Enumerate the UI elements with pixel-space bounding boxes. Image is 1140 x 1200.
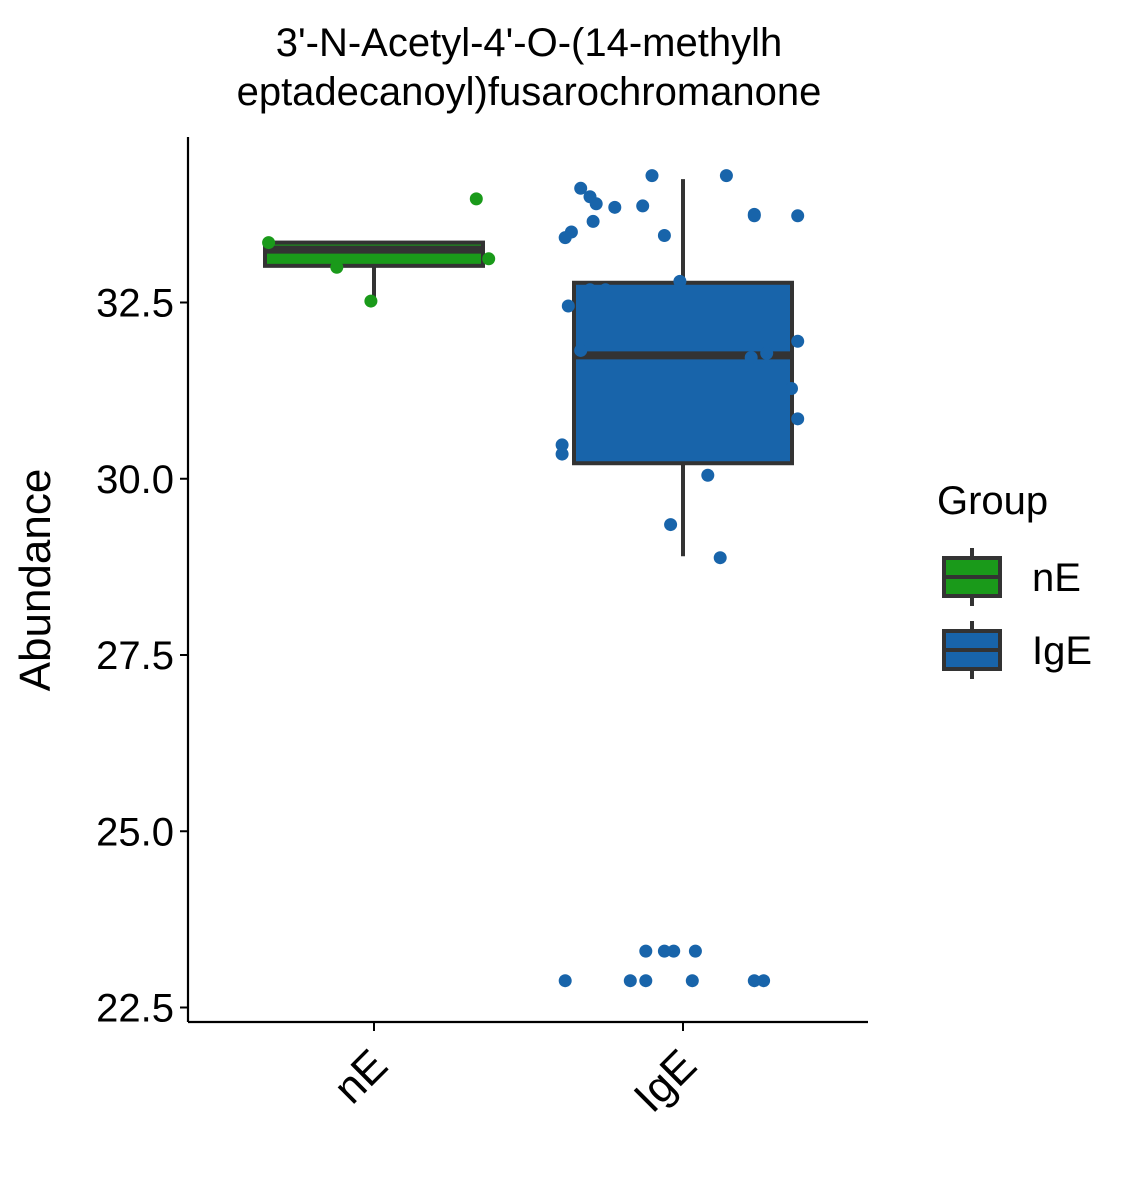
y-axis-label: Abundance <box>11 469 60 692</box>
data-point-IgE <box>747 209 761 223</box>
data-point-IgE <box>608 200 622 214</box>
data-point-IgE <box>558 231 572 245</box>
box-layer <box>263 179 794 557</box>
data-point-IgE <box>688 944 702 958</box>
data-point-IgE <box>574 343 588 357</box>
data-point-nE <box>469 192 483 206</box>
chart-title-line-2: eptadecanoyl)fusarochromanone <box>237 70 822 114</box>
data-point-IgE <box>673 274 687 288</box>
data-point-IgE <box>599 283 612 297</box>
legend-item-nE: nE <box>942 548 1081 606</box>
y-tick-label: 25.0 <box>96 810 174 854</box>
data-point-IgE <box>685 974 699 988</box>
data-point-IgE <box>719 169 733 183</box>
data-point-IgE <box>623 974 637 988</box>
data-point-nE <box>330 260 344 274</box>
box-nE <box>263 240 485 302</box>
iqr-box <box>572 280 794 466</box>
data-point-IgE <box>636 199 650 213</box>
y-tick-label: 27.5 <box>96 634 174 678</box>
legend: Group nE IgE <box>937 479 1092 679</box>
data-point-IgE <box>645 169 659 183</box>
y-tick-label: 22.5 <box>96 987 174 1031</box>
data-point-IgE <box>583 283 597 297</box>
box-IgE <box>572 179 794 557</box>
data-point-IgE <box>713 551 727 565</box>
data-point-IgE <box>558 974 572 988</box>
y-tick-label: 32.5 <box>96 282 174 326</box>
data-point-nE <box>482 252 496 266</box>
chart-title-line-1: 3'-N-Acetyl-4'-O-(14-methylh <box>276 21 782 65</box>
legend-title: Group <box>937 479 1048 523</box>
data-point-IgE <box>747 974 761 988</box>
legend-label: nE <box>1032 556 1081 600</box>
data-point-IgE <box>757 974 771 988</box>
data-point-nE <box>364 294 378 308</box>
data-point-IgE <box>791 412 805 426</box>
data-point-IgE <box>657 229 671 243</box>
data-point-IgE <box>583 190 597 204</box>
data-point-IgE <box>785 382 798 396</box>
data-point-IgE <box>744 350 758 364</box>
y-tick-label: 30.0 <box>96 458 174 502</box>
chart-title: 3'-N-Acetyl-4'-O-(14-methylh eptadecanoy… <box>237 21 822 114</box>
data-point-IgE <box>561 299 575 313</box>
data-point-IgE <box>639 974 653 988</box>
points-layer <box>262 169 805 988</box>
legend-label: IgE <box>1032 629 1092 673</box>
data-point-IgE <box>664 518 678 532</box>
data-point-IgE <box>639 944 653 958</box>
data-point-IgE <box>555 447 569 461</box>
x-tick-label: nE <box>324 1040 397 1113</box>
data-point-IgE <box>555 438 569 452</box>
data-point-IgE <box>791 209 805 223</box>
data-point-IgE <box>701 468 715 482</box>
data-point-IgE <box>760 346 774 360</box>
legend-item-IgE: IgE <box>942 621 1092 679</box>
x-tick-label: IgE <box>625 1040 706 1121</box>
data-point-IgE <box>586 214 600 228</box>
data-point-IgE <box>791 334 805 348</box>
data-point-IgE <box>657 944 671 958</box>
data-point-nE <box>262 236 276 250</box>
data-point-IgE <box>667 944 681 958</box>
data-point-IgE <box>574 181 588 195</box>
